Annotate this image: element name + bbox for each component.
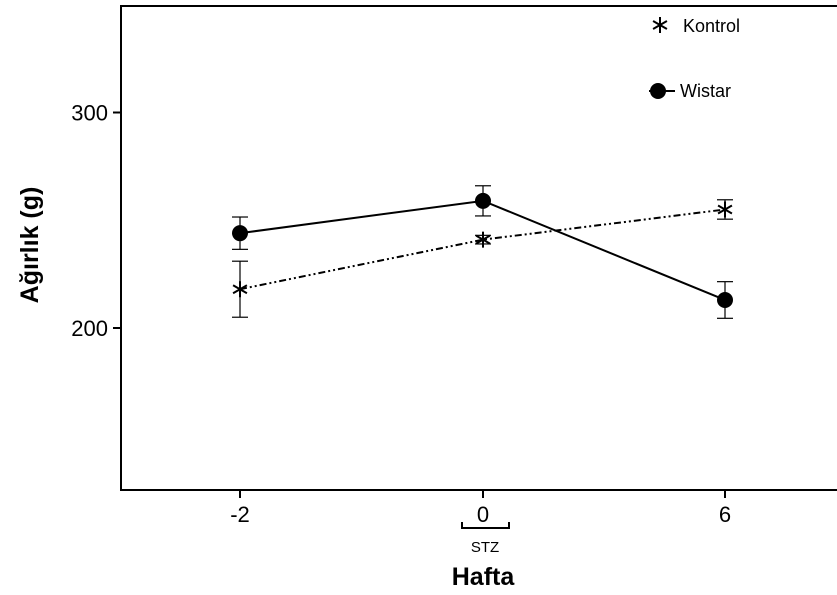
y-axis-ticks: 200 300	[71, 101, 121, 341]
legend: Kontrol Wistar	[649, 16, 740, 101]
asterisk-marker	[232, 281, 248, 298]
circle-marker	[232, 225, 248, 242]
legend-label-wistar: Wistar	[680, 81, 731, 101]
legend-label-kontrol: Kontrol	[683, 16, 740, 36]
y-tick-label: 200	[71, 316, 108, 341]
asterisk-marker	[717, 201, 733, 218]
stz-label: STZ	[471, 539, 499, 556]
circle-marker	[650, 83, 666, 99]
legend-item-wistar: Wistar	[649, 81, 731, 101]
y-tick-label: 300	[71, 101, 108, 126]
x-tick-label: 6	[719, 502, 731, 527]
x-axis-title: Hafta	[452, 563, 516, 591]
series-wistar	[232, 185, 733, 319]
asterisk-marker	[475, 231, 491, 248]
circle-marker	[475, 192, 491, 209]
plot-frame	[120, 5, 837, 491]
y-axis-title: Ağırlık (g)	[16, 187, 44, 304]
asterisk-marker-icon	[652, 17, 668, 33]
circle-marker-icon	[650, 83, 666, 99]
asterisk-marker	[652, 17, 668, 33]
x-tick-label: -2	[230, 502, 250, 527]
legend-item-kontrol: Kontrol	[652, 16, 740, 36]
series-line	[239, 208, 726, 291]
stz-bracket	[461, 522, 510, 529]
circle-marker	[717, 291, 733, 308]
series-kontrol	[232, 199, 733, 318]
x-axis-ticks: -2 0 6	[230, 490, 731, 527]
series-layer	[232, 185, 733, 319]
x-tick-label: 0	[477, 502, 489, 527]
